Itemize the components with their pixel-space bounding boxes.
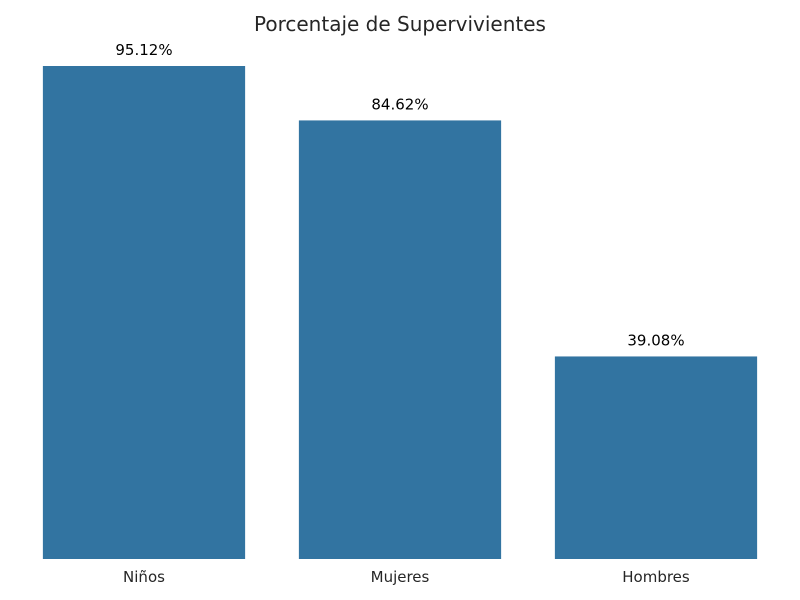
x-tick-label-1: Niños xyxy=(123,568,165,586)
bar-1 xyxy=(42,66,246,559)
x-axis-tick-labels: Niños Mujeres Hombres xyxy=(123,568,690,586)
bars-group xyxy=(42,66,758,560)
bar-3 xyxy=(554,356,758,559)
value-labels-group: 95.12% 84.62% 39.08% xyxy=(115,41,684,349)
x-tick-label-2: Mujeres xyxy=(371,568,430,586)
bar-value-label-1: 95.12% xyxy=(115,41,172,59)
bar-value-label-2: 84.62% xyxy=(371,95,428,113)
x-tick-label-3: Hombres xyxy=(622,568,690,586)
chart-title: Porcentaje de Supervivientes xyxy=(254,12,546,36)
bar-2 xyxy=(298,120,502,560)
bar-value-label-3: 39.08% xyxy=(627,331,684,349)
